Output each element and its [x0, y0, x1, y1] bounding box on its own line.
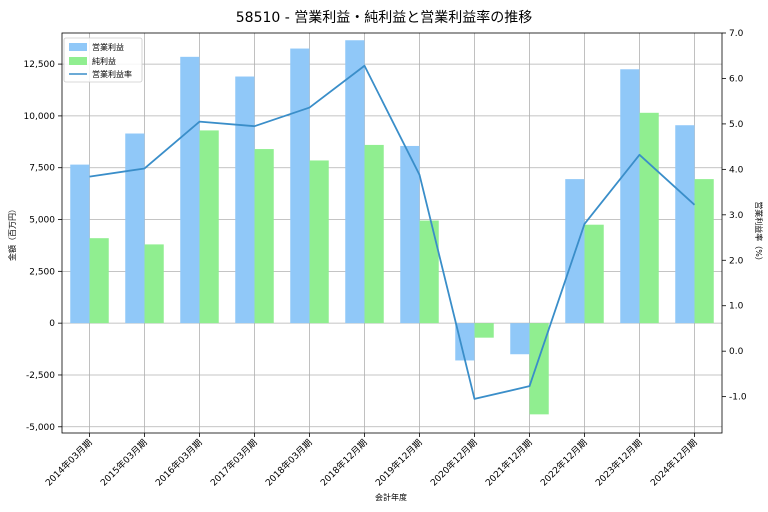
bar-operating-profit	[235, 76, 255, 324]
y2-tick-label: 5.0	[729, 120, 744, 130]
x-tick-label: 2020年12月期	[428, 437, 480, 489]
x-tick-label: 2017年03月期	[208, 437, 260, 489]
left-axis-ticks: -5,000 -2,500 0 2,500 5,000 7,500 10,000 12,500	[24, 60, 62, 433]
y-tick-label: 2,500	[29, 267, 55, 277]
y-tick-label: -2,500	[26, 371, 55, 381]
x-tick-label: 2021年12月期	[483, 437, 535, 489]
y2-tick-label: 2.0	[729, 256, 744, 266]
x-tick-label: 2023年12月期	[593, 437, 645, 489]
y2-tick-label: 0.0	[729, 347, 744, 357]
bar-net-profit	[639, 112, 659, 324]
y-tick-label: 7,500	[29, 164, 55, 174]
bars	[70, 40, 714, 415]
y2-tick-label: 7.0	[729, 29, 744, 39]
y-tick-label: 10,000	[24, 112, 56, 122]
y-tick-label: 12,500	[24, 60, 56, 70]
bar-net-profit	[254, 149, 274, 324]
bar-operating-profit	[620, 69, 640, 324]
bar-operating-profit	[675, 125, 695, 324]
bar-net-profit	[309, 160, 329, 324]
x-tick-label: 2019年12月期	[373, 437, 425, 489]
x-tick-label: 2018年12月期	[318, 437, 370, 489]
y2-tick-label: -1.0	[729, 393, 747, 403]
legend-label-margin: 営業利益率	[92, 69, 132, 79]
y-axis-label: 金額（百万円）	[7, 205, 17, 261]
plot-frame	[61, 32, 723, 434]
bar-operating-profit	[510, 323, 530, 355]
y2-tick-label: 1.0	[729, 302, 744, 312]
y-tick-label: 0	[49, 319, 55, 329]
bar-net-profit	[474, 323, 494, 338]
line-operating-margin	[89, 64, 696, 400]
bar-operating-profit	[70, 164, 90, 324]
legend-swatch-operating-profit	[69, 43, 87, 51]
y2-tick-label: 4.0	[729, 165, 744, 175]
chart-title: 58510 - 営業利益・純利益と営業利益率の推移	[236, 9, 533, 26]
x-tick-label: 2024年12月期	[648, 437, 700, 489]
x-tick-label: 2014年03月期	[43, 437, 95, 489]
bar-operating-profit	[125, 133, 145, 324]
bar-operating-profit	[345, 40, 365, 324]
bar-operating-profit	[180, 56, 200, 324]
bar-operating-profit	[400, 145, 420, 324]
y2-tick-label: 6.0	[729, 74, 744, 84]
legend-label-net-profit: 純利益	[92, 56, 116, 66]
legend-swatch-net-profit	[69, 57, 87, 65]
bar-net-profit	[694, 179, 714, 324]
y2-axis-label: 営業利益率（%）	[754, 201, 764, 265]
legend: 営業利益 純利益 営業利益率	[63, 37, 143, 83]
legend-label-operating-profit: 営業利益	[92, 42, 124, 52]
margin-line	[89, 64, 696, 400]
x-tick-label: 2016年03月期	[153, 437, 205, 489]
x-axis-label: 会計年度	[375, 492, 407, 502]
y2-tick-label: 3.0	[729, 211, 744, 221]
bar-operating-profit	[455, 323, 475, 361]
right-axis-ticks: -1.0 0.0 1.0 2.0 3.0 4.0 5.0 6.0 7.0	[722, 29, 747, 403]
x-tick-label: 2018年03月期	[263, 437, 315, 489]
bar-net-profit	[419, 220, 439, 324]
y-tick-label: -5,000	[26, 423, 55, 433]
y-tick-label: 5,000	[29, 216, 55, 226]
bar-net-profit	[584, 224, 604, 324]
bar-operating-profit	[290, 48, 310, 324]
x-tick-label: 2015年03月期	[98, 437, 150, 489]
bar-net-profit	[364, 144, 384, 324]
x-axis-ticks: 2014年03月期 2015年03月期 2016年03月期 2017年03月期 2018…	[43, 433, 700, 489]
x-tick-label: 2022年12月期	[538, 437, 590, 489]
bar-net-profit	[199, 130, 219, 324]
bar-net-profit	[89, 238, 109, 324]
bar-net-profit	[144, 244, 164, 324]
